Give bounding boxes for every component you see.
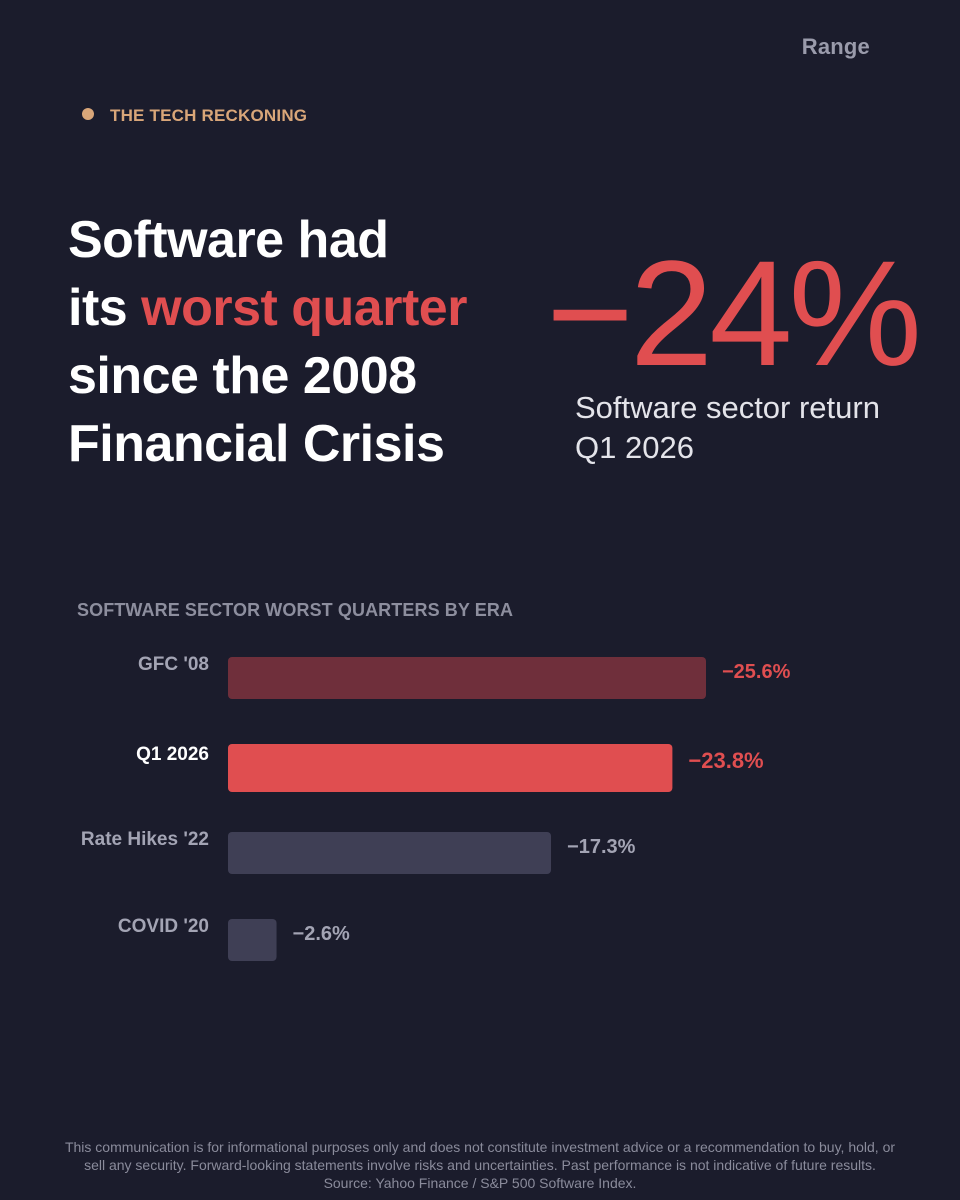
- category-label: Rate Hikes '22: [81, 829, 209, 850]
- bar: [228, 744, 673, 792]
- value-label: −23.8%: [688, 748, 763, 773]
- stat-caption: Software sector return Q1 2026: [575, 388, 880, 468]
- brand-logo: Range: [801, 34, 870, 59]
- headline-line-2-start: its: [68, 279, 142, 337]
- stat-value: −24%: [546, 229, 922, 397]
- chart-title: SOFTWARE SECTOR WORST QUARTERS BY ERA: [77, 600, 514, 620]
- headline-line-4: Financial Crisis: [68, 415, 445, 473]
- category-label: Q1 2026: [136, 744, 209, 765]
- category-label: GFC '08: [138, 654, 209, 675]
- disclaimer: This communication is for informational …: [64, 1139, 896, 1191]
- headline-accent: worst quarter: [141, 279, 467, 337]
- bar: [228, 657, 706, 699]
- stat-caption-line-2: Q1 2026: [575, 430, 694, 465]
- value-label: −17.3%: [567, 836, 636, 858]
- bar: [228, 832, 552, 874]
- value-label: −25.6%: [722, 661, 791, 683]
- kicker: THE TECH RECKONING: [82, 106, 307, 126]
- headline-line-2: its worst quarter: [68, 274, 538, 342]
- category-label: COVID '20: [118, 916, 209, 937]
- value-label: −2.6%: [293, 923, 350, 945]
- bar: [228, 919, 277, 961]
- headline-line-3: since the 2008: [68, 347, 417, 405]
- bar-chart: GFC '08 −25.6% Q1 2026 −23.8% Rate Hikes '22…: [81, 654, 791, 961]
- headline-line-1: Software had: [68, 211, 389, 269]
- kicker-label: THE TECH RECKONING: [110, 106, 308, 125]
- bullet-dot-icon: [82, 108, 94, 120]
- stat-caption-line-1: Software sector return: [575, 390, 880, 425]
- headline: Software had its worst quarter since the…: [68, 206, 538, 478]
